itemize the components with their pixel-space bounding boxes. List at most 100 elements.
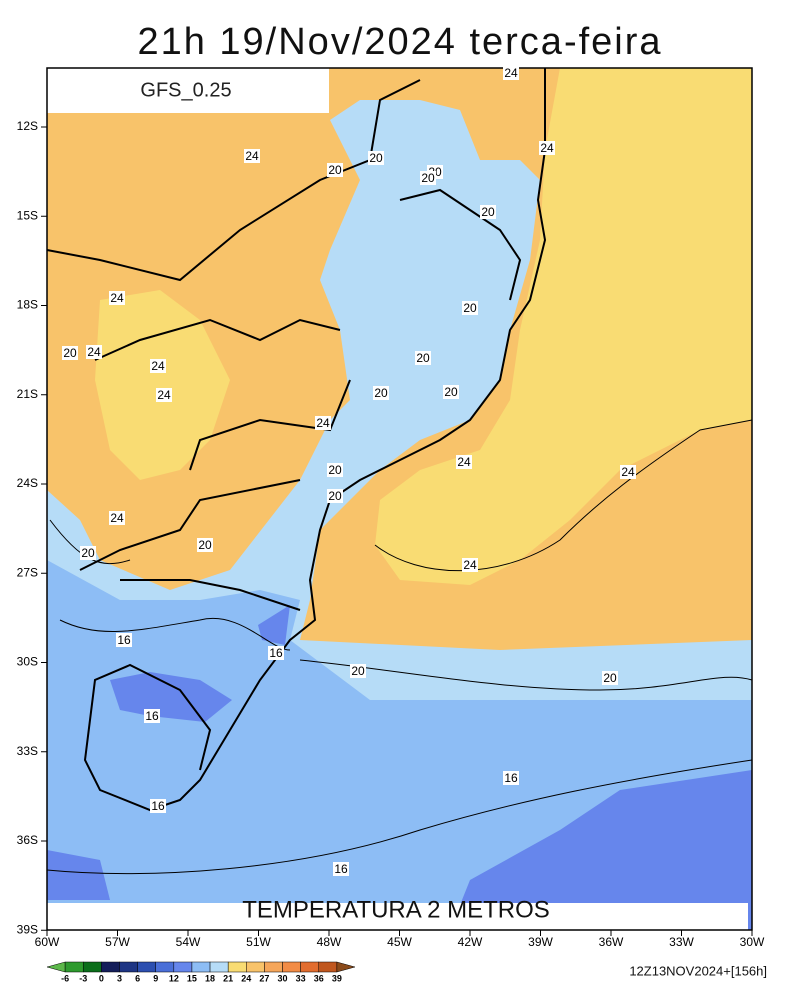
lon-tick-label: 48W bbox=[317, 935, 342, 949]
colorbar-label: 24 bbox=[241, 973, 251, 983]
lat-tick-label: 12S bbox=[17, 119, 38, 133]
contour-label-bg bbox=[373, 386, 389, 400]
contour-label: 20 bbox=[421, 171, 435, 185]
contour-label: 24 bbox=[457, 455, 471, 469]
colorbar-label: 21 bbox=[223, 973, 233, 983]
contour-label: 20 bbox=[369, 151, 383, 165]
colorbar-segment bbox=[282, 961, 301, 973]
fill-dark-blue bbox=[450, 770, 752, 930]
contour-label-bg bbox=[62, 346, 78, 360]
colorbar-label: 6 bbox=[135, 973, 140, 983]
contour-label: 16 bbox=[269, 646, 283, 660]
lat-tick-label: 36S bbox=[17, 833, 38, 847]
contour-label: 16 bbox=[504, 771, 518, 785]
contour-label: 16 bbox=[151, 799, 165, 813]
colorbar-segment bbox=[119, 961, 138, 973]
contour-label: 24 bbox=[110, 511, 124, 525]
isotherm bbox=[299, 659, 753, 691]
lat-tick-label: 30S bbox=[17, 655, 38, 669]
contour-label-bg bbox=[462, 558, 478, 572]
contour-label: 16 bbox=[334, 862, 348, 876]
colorbar-label: -6 bbox=[61, 973, 69, 983]
contour-label: 24 bbox=[157, 388, 171, 402]
colorbar-label: 15 bbox=[187, 973, 197, 983]
contour-label-bg bbox=[150, 799, 166, 813]
fill-dark-blue bbox=[110, 672, 232, 722]
lat-tick-label: 33S bbox=[17, 744, 38, 758]
isotherm bbox=[374, 419, 753, 572]
lon-tick-label: 39W bbox=[528, 935, 553, 949]
contour-label-bg bbox=[86, 345, 102, 359]
contour-label: 20 bbox=[81, 546, 95, 560]
model-label: GFS_0.25 bbox=[140, 79, 231, 101]
contour-label: 24 bbox=[151, 359, 165, 373]
contour-label: 20 bbox=[374, 386, 388, 400]
contour-label: 20 bbox=[351, 664, 365, 678]
isotherms bbox=[46, 419, 753, 875]
contour-label-bg bbox=[415, 351, 431, 365]
contour-label: 16 bbox=[145, 709, 159, 723]
colorbar-segment bbox=[318, 961, 338, 973]
colorbar-segment bbox=[137, 961, 156, 973]
colorbar-segment bbox=[227, 961, 247, 973]
contour-label: 24 bbox=[316, 416, 330, 430]
contour-label-bg bbox=[109, 511, 125, 525]
contour-label-bg bbox=[268, 646, 284, 660]
colorbar-segment bbox=[264, 961, 283, 973]
borders bbox=[46, 68, 547, 812]
lat-tick-label: 24S bbox=[17, 476, 38, 490]
subtitle: TEMPERATURA 2 METROS bbox=[242, 896, 550, 923]
contour-label-bg bbox=[327, 463, 343, 477]
state-border bbox=[399, 188, 522, 301]
colorbar-arrow bbox=[336, 961, 356, 973]
fill-dark-blue bbox=[258, 605, 290, 645]
colorbar-label: 36 bbox=[314, 973, 324, 983]
contour-label: 24 bbox=[110, 291, 124, 305]
colorbar-label: 33 bbox=[296, 973, 306, 983]
colorbar-label: 3 bbox=[117, 973, 122, 983]
lat-tick-label: 15S bbox=[17, 208, 38, 222]
lon-tick-label: 33W bbox=[669, 935, 694, 949]
state-border bbox=[120, 579, 301, 611]
colorbar-segment bbox=[246, 961, 265, 973]
contour-label-bg bbox=[244, 149, 260, 163]
state-border bbox=[189, 379, 351, 471]
lat-tick-label: 21S bbox=[17, 387, 38, 401]
contour-label-bg bbox=[150, 359, 166, 373]
plot-area: GFS_0.25 TEMPERATURA 2 METROS bbox=[46, 67, 753, 931]
lon-tick-label: 30W bbox=[740, 935, 765, 949]
colorbar-segment bbox=[173, 961, 193, 973]
contour-label: 24 bbox=[540, 141, 554, 155]
colorbar-segment bbox=[300, 961, 320, 973]
lon-tick-label: 36W bbox=[599, 935, 624, 949]
lon-tick-label: 42W bbox=[458, 935, 483, 949]
contour-label-bg bbox=[327, 489, 343, 503]
subtitle-box bbox=[47, 903, 748, 930]
contour-label-bg bbox=[602, 671, 618, 685]
state-border bbox=[94, 318, 341, 361]
contour-label-bg bbox=[116, 633, 132, 647]
lon-tick-label: 57W bbox=[105, 935, 130, 949]
contour-label: 20 bbox=[328, 163, 342, 177]
contour-label-bg bbox=[480, 205, 496, 219]
colorbar-segment bbox=[191, 961, 211, 973]
lat-tick-label: 18S bbox=[17, 298, 38, 312]
lon-tick-label: 60W bbox=[35, 935, 60, 949]
contour-label: 20 bbox=[328, 489, 342, 503]
colorbar-segment bbox=[155, 961, 175, 973]
contour-label-bg bbox=[350, 664, 366, 678]
colorbar-label: 9 bbox=[153, 973, 158, 983]
lat-tick-label: 27S bbox=[17, 565, 38, 579]
colorbar-segment bbox=[64, 961, 84, 973]
contour-label: 20 bbox=[463, 301, 477, 315]
contour-label: 20 bbox=[416, 351, 430, 365]
colorbar-label: -3 bbox=[79, 973, 87, 983]
colorbar-label: 30 bbox=[278, 973, 288, 983]
contour-label-bg bbox=[443, 385, 459, 399]
model-box bbox=[47, 68, 329, 113]
colorbar-segment bbox=[101, 961, 120, 973]
contour-label: 20 bbox=[328, 463, 342, 477]
lon-tick-label: 45W bbox=[387, 935, 412, 949]
map-title: 21h 19/Nov/2024 terca-feira bbox=[137, 21, 662, 63]
